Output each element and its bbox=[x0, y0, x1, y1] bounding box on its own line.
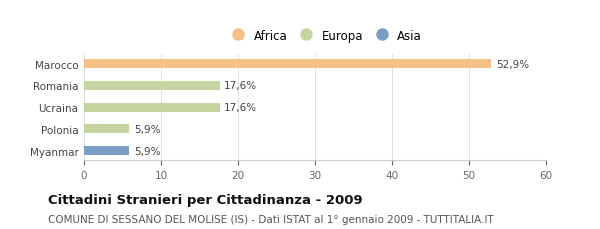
Bar bbox=[84, 60, 491, 69]
Bar bbox=[84, 125, 130, 134]
Text: COMUNE DI SESSANO DEL MOLISE (IS) - Dati ISTAT al 1° gennaio 2009 - TUTTITALIA.I: COMUNE DI SESSANO DEL MOLISE (IS) - Dati… bbox=[48, 214, 494, 224]
Legend: Africa, Europa, Asia: Africa, Europa, Asia bbox=[224, 27, 424, 45]
Text: 5,9%: 5,9% bbox=[134, 146, 161, 156]
Text: 17,6%: 17,6% bbox=[224, 81, 257, 91]
Text: 17,6%: 17,6% bbox=[224, 103, 257, 113]
Bar bbox=[84, 82, 220, 90]
Text: Cittadini Stranieri per Cittadinanza - 2009: Cittadini Stranieri per Cittadinanza - 2… bbox=[48, 193, 362, 206]
Text: 52,9%: 52,9% bbox=[496, 59, 529, 69]
Bar bbox=[84, 146, 130, 155]
Text: 5,9%: 5,9% bbox=[134, 124, 161, 134]
Bar bbox=[84, 103, 220, 112]
